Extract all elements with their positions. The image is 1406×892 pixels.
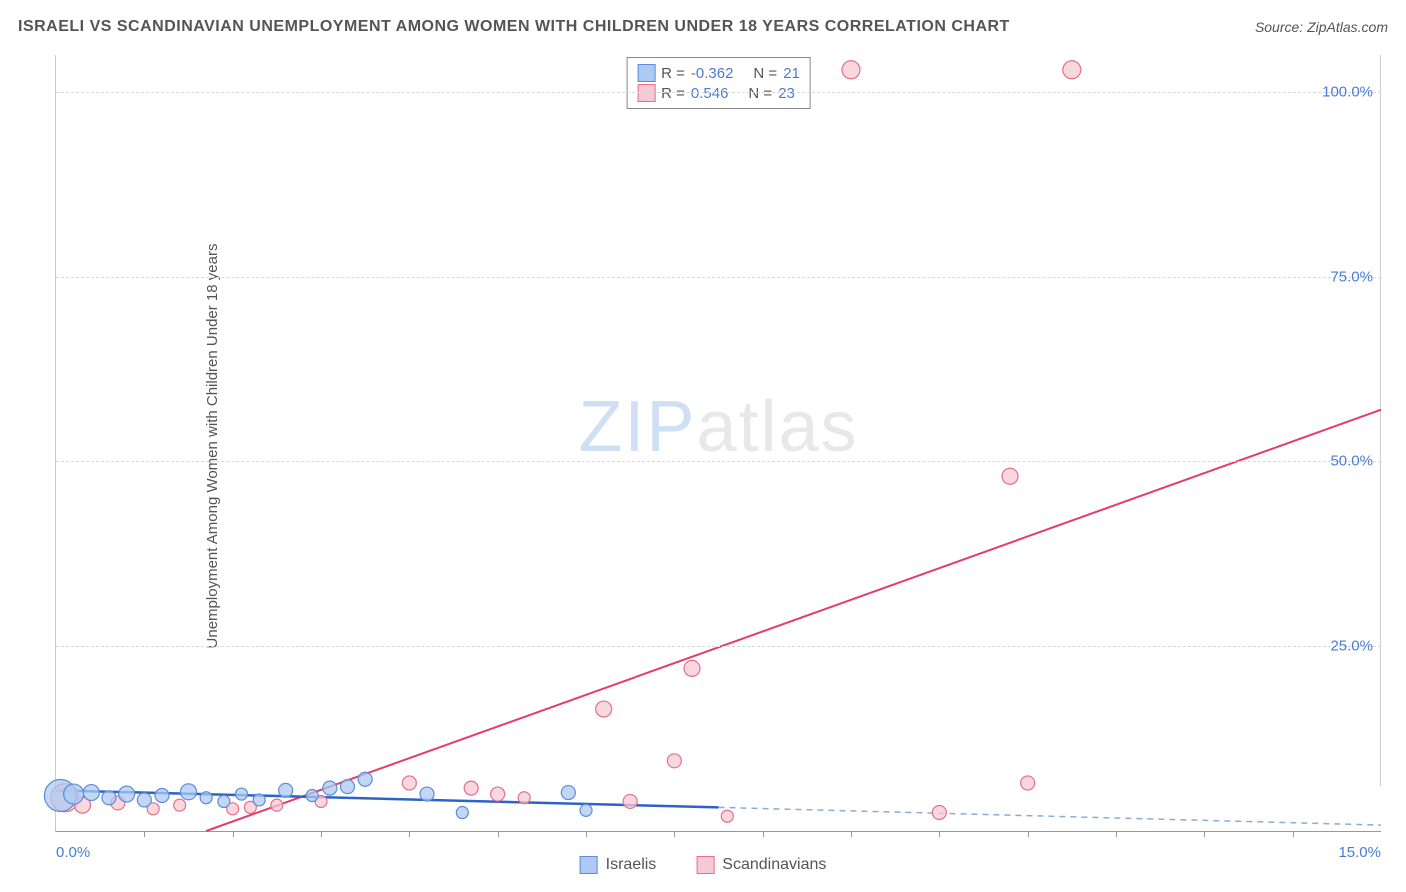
x-tick-mark	[1293, 831, 1294, 837]
y-tick-label: 50.0%	[1330, 453, 1373, 470]
x-tick-mark	[144, 831, 145, 837]
x-tick-mark	[674, 831, 675, 837]
legend-item-israelis: Israelis	[580, 856, 657, 874]
x-tick-mark	[586, 831, 587, 837]
legend-item-scandinavians: Scandinavians	[696, 856, 826, 874]
swatch-scandinavians-bottom	[696, 856, 714, 874]
chart-title: ISRAELI VS SCANDINAVIAN UNEMPLOYMENT AMO…	[18, 18, 1010, 36]
x-tick-mark	[763, 831, 764, 837]
gridline	[56, 277, 1381, 278]
x-tick-mark	[498, 831, 499, 837]
x-tick-mark	[233, 831, 234, 837]
x-tick-mark	[1028, 831, 1029, 837]
x-tick-mark	[321, 831, 322, 837]
y-tick-label: 75.0%	[1330, 268, 1373, 285]
x-tick-mark	[409, 831, 410, 837]
x-tick-mark	[939, 831, 940, 837]
x-tick-mark	[851, 831, 852, 837]
scatter-svg	[56, 55, 1381, 831]
source-label: Source: ZipAtlas.com	[1255, 19, 1388, 35]
series-legend: Israelis Scandinavians	[580, 856, 827, 874]
gridline	[56, 646, 1381, 647]
x-tick-mark	[1204, 831, 1205, 837]
legend-label-scandinavians: Scandinavians	[722, 856, 826, 874]
swatch-israelis-bottom	[580, 856, 598, 874]
legend-label-israelis: Israelis	[606, 856, 657, 874]
gridline	[56, 92, 1381, 93]
y-tick-label: 100.0%	[1322, 83, 1373, 100]
x-tick-mark	[1116, 831, 1117, 837]
x-tick-max: 15.0%	[1338, 844, 1381, 861]
chart-plot-area: ZIPatlas R = -0.362 N = 21 R = 0.546 N =…	[55, 55, 1381, 832]
gridline	[56, 461, 1381, 462]
x-tick-min: 0.0%	[56, 844, 90, 861]
y-tick-label: 25.0%	[1330, 638, 1373, 655]
